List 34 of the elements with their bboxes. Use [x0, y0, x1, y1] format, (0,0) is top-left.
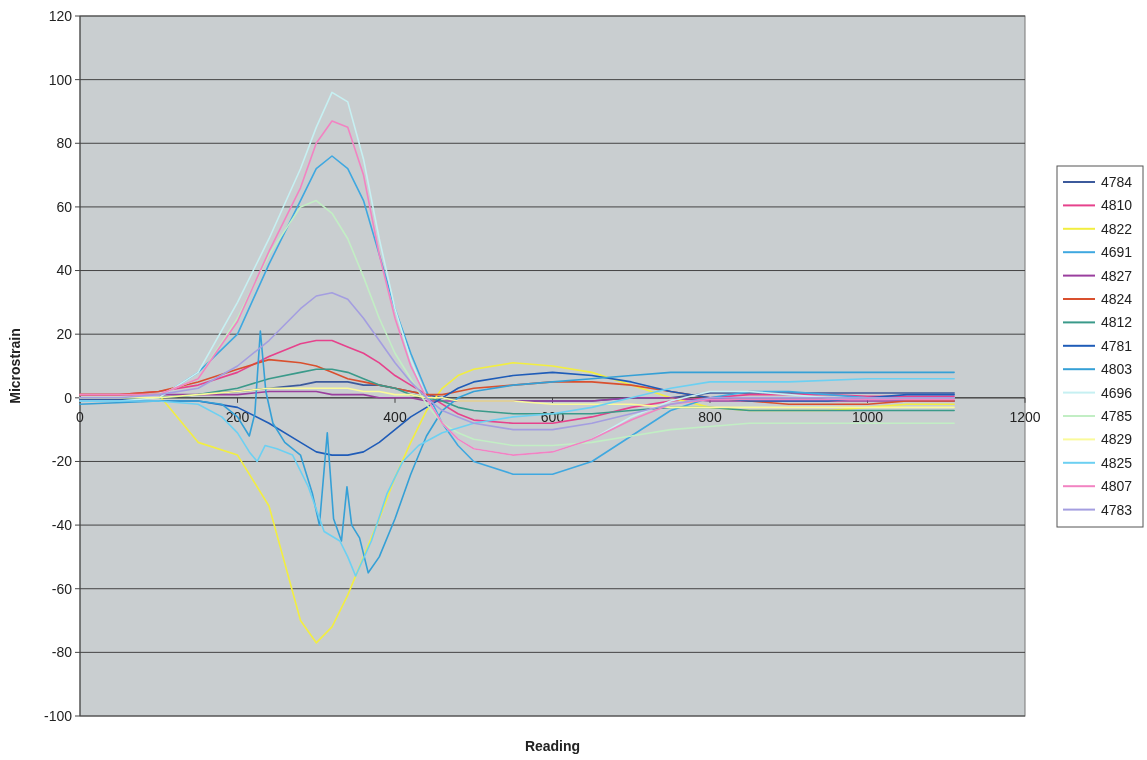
x-tick-label: 800	[698, 408, 722, 425]
y-tick-label: -100	[43, 707, 73, 724]
x-axis-title: Reading	[524, 738, 581, 754]
y-tick-label: 80	[56, 135, 73, 152]
legend-label: 4822	[1101, 220, 1133, 237]
x-tick-label: 400	[383, 408, 407, 425]
legend-label: 4696	[1101, 384, 1133, 401]
y-tick-label: 0	[64, 389, 73, 406]
legend-label: 4783	[1101, 501, 1133, 518]
legend-label: 4825	[1101, 454, 1133, 471]
y-tick-label: 120	[48, 7, 73, 24]
legend-label: 4827	[1101, 267, 1133, 284]
legend-label: 4785	[1101, 407, 1133, 424]
legend-label: 4784	[1101, 173, 1133, 190]
y-tick-label: 20	[56, 326, 73, 343]
y-tick-label: -60	[51, 580, 73, 597]
x-tick-label: 0	[76, 408, 85, 425]
y-tick-label: 100	[48, 71, 73, 88]
legend-label: 4781	[1101, 337, 1133, 354]
legend-label: 4691	[1101, 244, 1133, 261]
y-tick-label: -40	[51, 516, 73, 533]
legend-label: 4829	[1101, 431, 1133, 448]
legend-label: 4807	[1101, 478, 1133, 495]
y-tick-label: -80	[51, 644, 73, 661]
x-tick-label: 1200	[1009, 408, 1041, 425]
y-tick-label: 40	[56, 262, 73, 279]
y-tick-label: -20	[51, 453, 73, 470]
y-tick-label: 60	[56, 198, 73, 215]
legend-label: 4824	[1101, 290, 1133, 307]
legend-label: 4810	[1101, 197, 1133, 214]
legend-label: 4803	[1101, 361, 1133, 378]
legend-label: 4812	[1101, 314, 1133, 331]
y-axis-title: Microstrain	[7, 328, 23, 404]
x-tick-label: 1000	[851, 408, 884, 425]
